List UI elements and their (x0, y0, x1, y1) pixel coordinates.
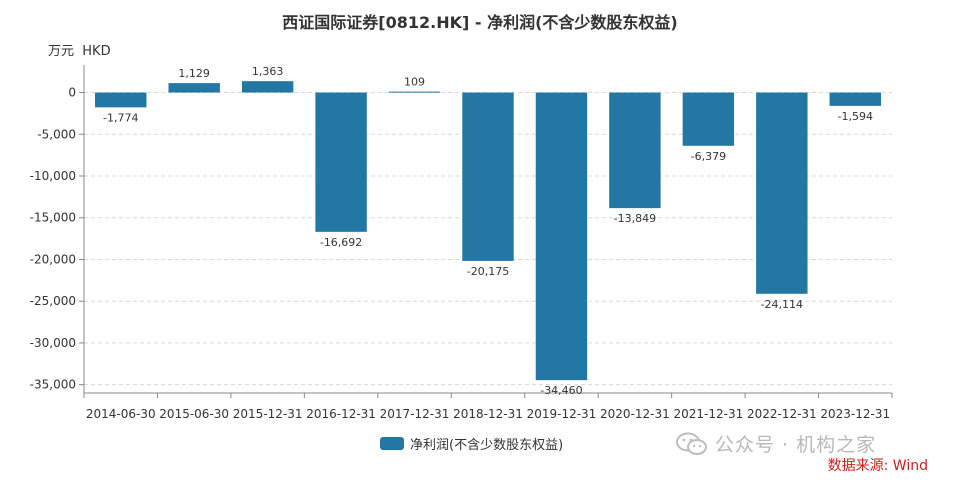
y-tick-label: -20,000 (30, 252, 76, 266)
y-tick-label: -35,000 (30, 378, 76, 392)
bar-2021-12-31[interactable] (682, 92, 735, 146)
y-tick-label: -30,000 (30, 336, 76, 350)
unit-label: 万元 HKD (48, 44, 111, 59)
bar-2014-06-30[interactable] (95, 92, 147, 108)
x-tick-label: 2015-12-31 (233, 407, 303, 421)
x-tick-label: 2016-12-31 (306, 407, 376, 421)
bar-2020-12-31[interactable] (609, 92, 661, 209)
bar-2017-12-31[interactable] (388, 91, 441, 93)
y-tick-label: -25,000 (30, 294, 76, 308)
data-labels: -1,774 1,129 1,363 -16,692 109 -20,175 -34,460… (103, 65, 873, 397)
data-label: -16,692 (320, 236, 362, 249)
legend[interactable]: 净利润(不含少数股东权益) (380, 434, 563, 453)
x-tick-label: 2022-12-31 (747, 407, 817, 421)
x-tick-label: 2017-12-31 (380, 407, 450, 421)
data-source: 数据来源: Wind (827, 458, 928, 474)
axes: 0 -5,000 -10,000 -15,000 -20,000 -25,000 -30,0… (30, 65, 893, 421)
x-tick-label: 2021-12-31 (673, 407, 743, 421)
data-label: -34,460 (540, 384, 582, 397)
x-tick-label: 2015-06-30 (159, 407, 229, 421)
legend-label: 净利润(不含少数股东权益) (410, 438, 564, 453)
bars (95, 81, 881, 381)
data-label: 109 (404, 76, 425, 89)
legend-swatch (380, 437, 404, 450)
data-label: 1,129 (178, 67, 210, 80)
wechat-icon (676, 432, 707, 455)
bar-2018-12-31[interactable] (462, 92, 514, 261)
bar-2019-12-31[interactable] (535, 92, 588, 381)
watermark-text: 公众号 · 机构之家 (715, 434, 877, 456)
data-label: -13,849 (614, 212, 656, 225)
data-label: -24,114 (761, 298, 803, 311)
bar-2023-12-31[interactable] (829, 92, 881, 106)
data-label: 1,363 (252, 65, 284, 78)
x-tick-label: 2020-12-31 (600, 407, 670, 421)
data-label: -1,774 (103, 111, 138, 124)
bar-2015-06-30[interactable] (168, 83, 220, 93)
x-tick-label: 2023-12-31 (820, 407, 890, 421)
bar-2022-12-31[interactable] (756, 92, 808, 294)
bar-2016-12-31[interactable] (315, 92, 367, 232)
x-tick-label: 2014-06-30 (86, 407, 156, 421)
y-tick-label: -5,000 (37, 127, 76, 141)
y-tick-label: -10,000 (30, 169, 76, 183)
y-tick-label: 0 (68, 86, 76, 100)
chart-title: 西证国际证券[0812.HK] - 净利润(不含少数股东权益) (282, 13, 678, 32)
data-label: -20,175 (467, 265, 509, 278)
y-tick-label: -15,000 (30, 211, 76, 225)
data-label: -1,594 (838, 110, 873, 123)
x-tick-label: 2019-12-31 (527, 407, 597, 421)
x-tick-label: 2018-12-31 (453, 407, 523, 421)
data-label: -6,379 (691, 150, 726, 163)
watermark: 公众号 · 机构之家 (675, 430, 876, 457)
bar-2015-12-31[interactable] (241, 81, 294, 93)
